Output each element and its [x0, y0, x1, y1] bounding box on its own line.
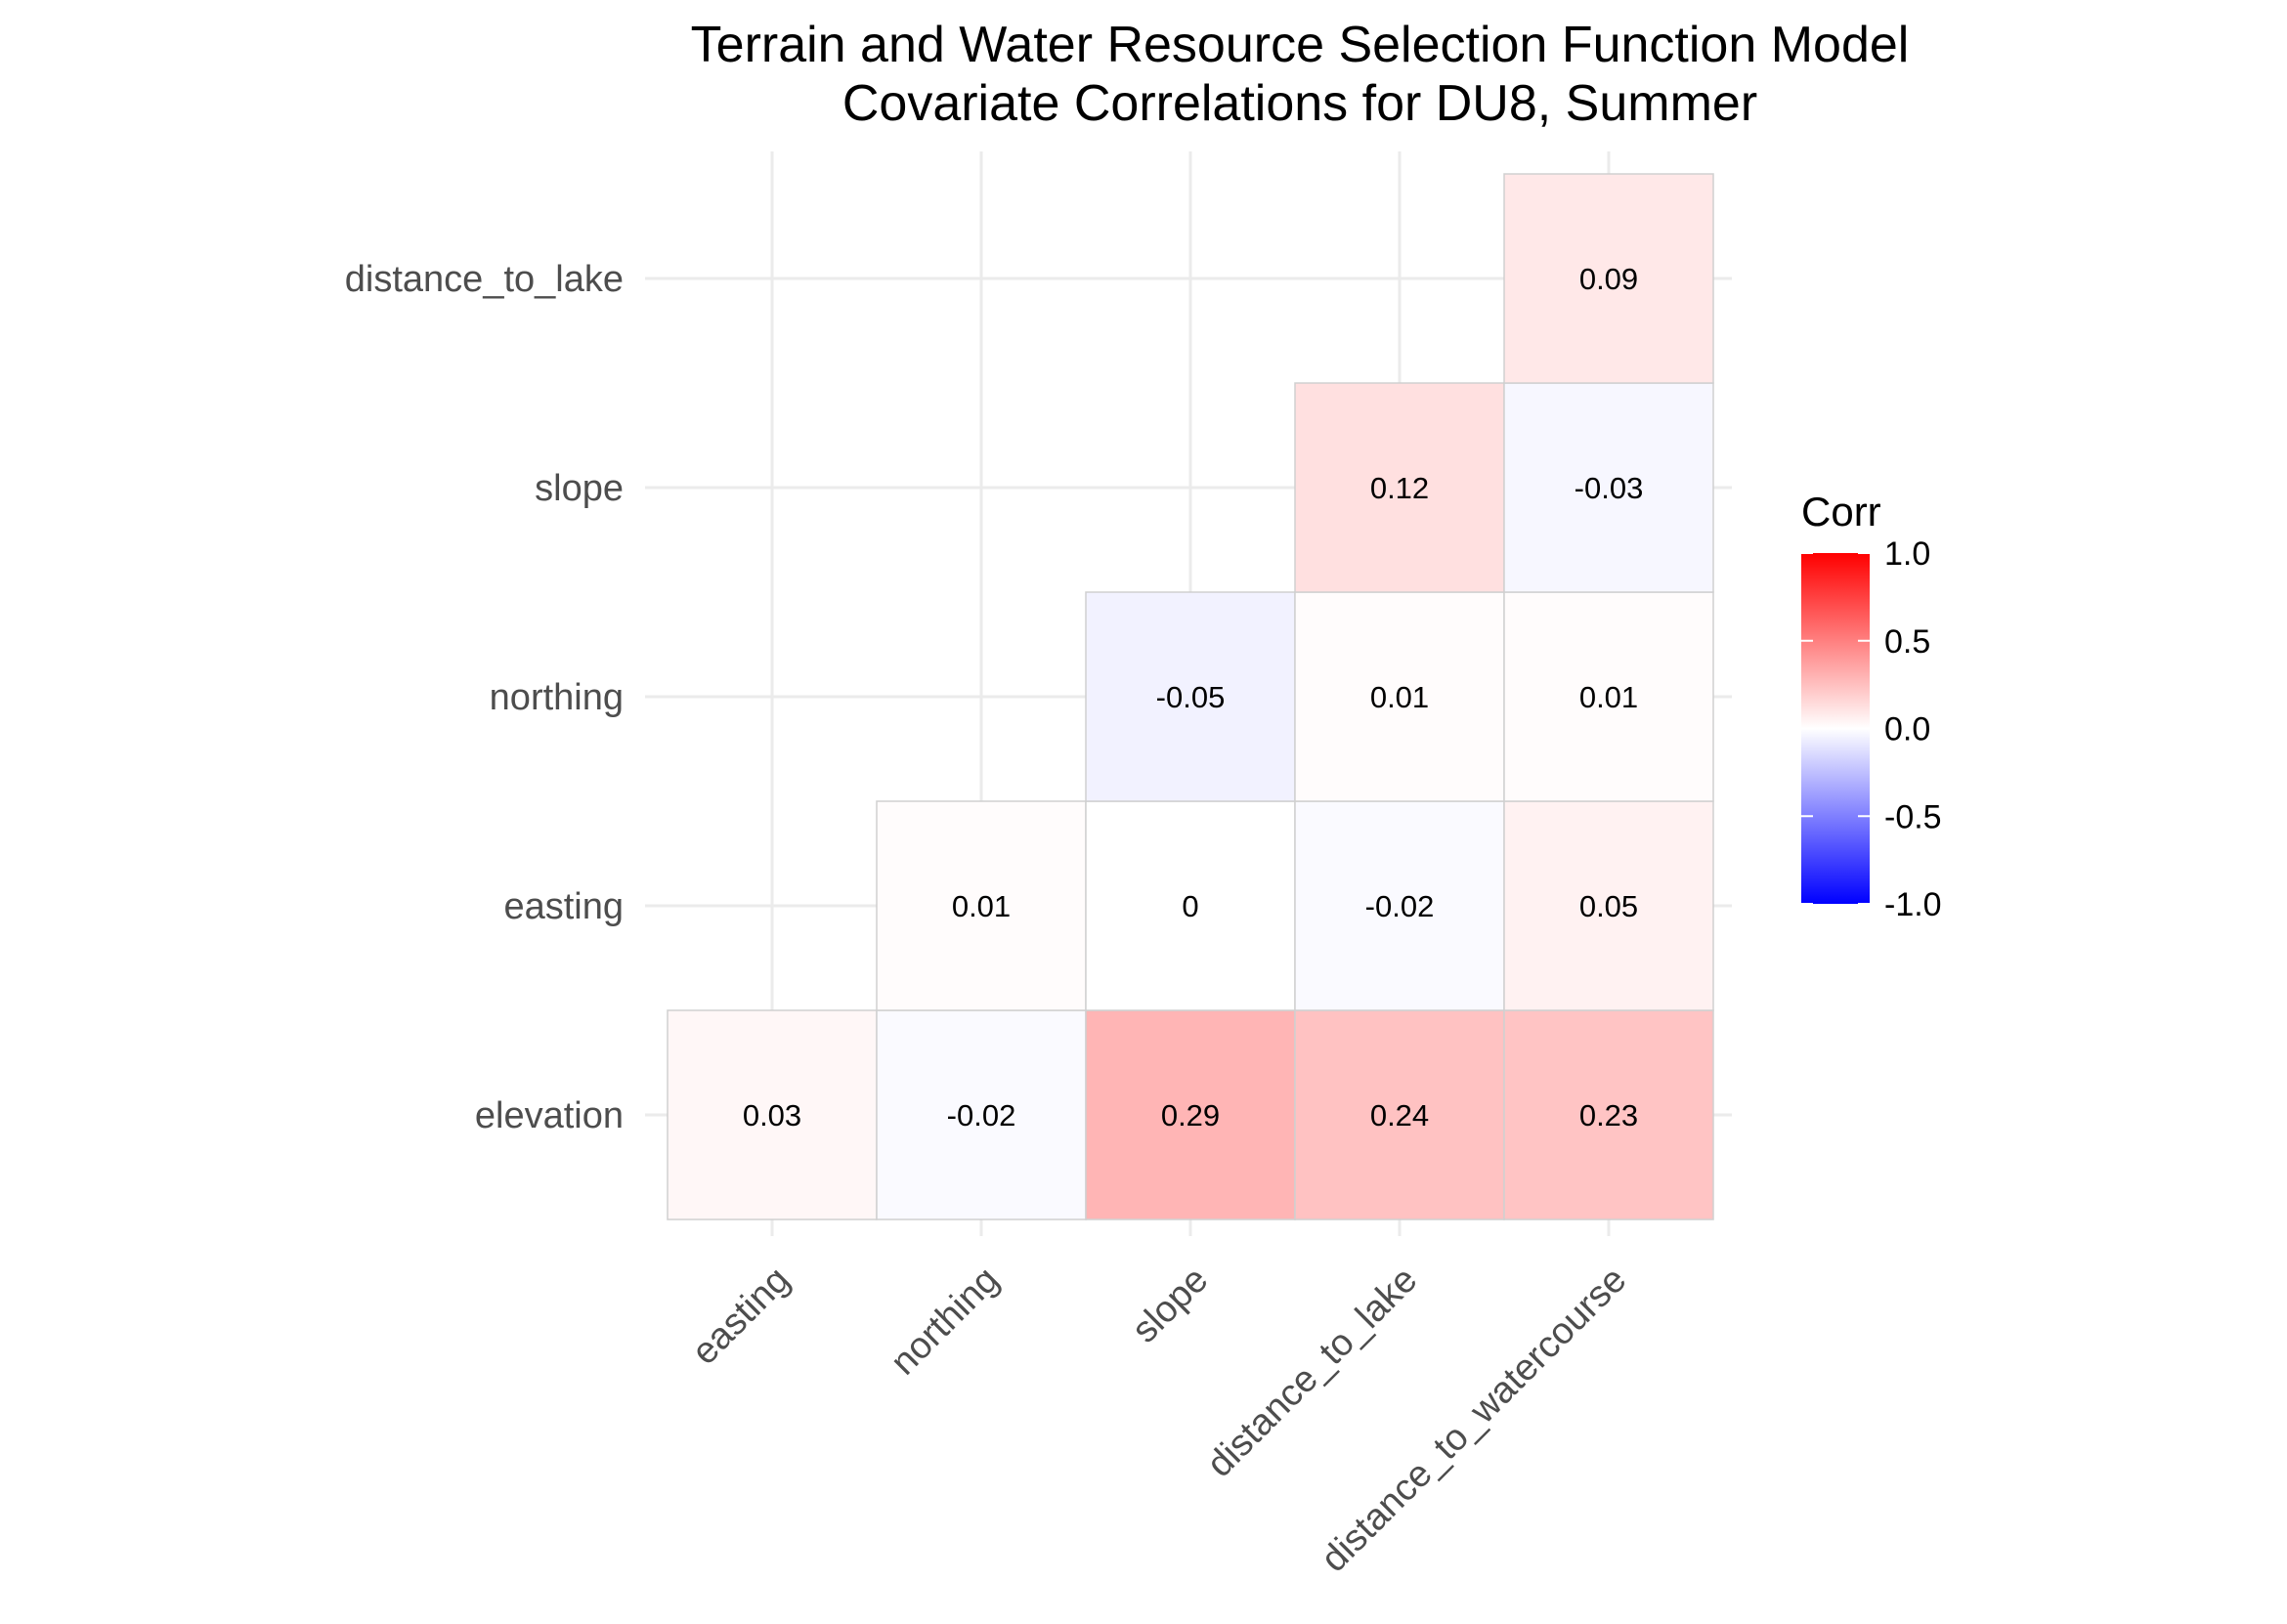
heatmap-cell	[1085, 1009, 1296, 1220]
cell-value-label: 0.29	[1161, 1098, 1220, 1133]
legend-tick-label: 0.5	[1884, 623, 1930, 661]
y-axis-tick-label: elevation	[475, 1095, 624, 1136]
heatmap-cell	[876, 1009, 1087, 1220]
chart-title: Terrain and Water Resource Selection Fun…	[691, 17, 1910, 73]
heatmap-cell	[876, 800, 1087, 1011]
heatmap-cell	[1503, 591, 1714, 802]
legend-tick-label: 1.0	[1884, 535, 1930, 573]
cell-value-label: -0.05	[1156, 680, 1226, 714]
y-axis-tick-label: slope	[535, 468, 624, 509]
heatmap-cell	[1085, 591, 1296, 802]
heatmap-cell	[1503, 173, 1714, 384]
color-legend: Corr 1.0 0.5 0.0 -0.5 -1.0	[1801, 489, 1942, 923]
heatmap-cell	[1294, 1009, 1505, 1220]
cell-value-label: 0.12	[1370, 471, 1429, 505]
heatmap-cell	[1503, 1009, 1714, 1220]
y-axis-tick-label: easting	[503, 886, 624, 927]
cell-value-label: 0	[1182, 889, 1198, 923]
cell-value-label: 0.01	[1579, 680, 1638, 714]
cell-value-label: 0.24	[1370, 1098, 1429, 1133]
heatmap-cell	[1294, 382, 1505, 593]
cell-value-label: -0.03	[1575, 471, 1644, 505]
chart-subtitle: Covariate Correlations for DU8, Summer	[842, 75, 1757, 132]
cell-value-label: 0.01	[1370, 680, 1429, 714]
legend-title: Corr	[1801, 489, 1881, 534]
cell-value-label: -0.02	[947, 1098, 1016, 1133]
heatmap-cell	[1503, 800, 1714, 1011]
legend-tick-label: -0.5	[1884, 798, 1942, 835]
heatmap-cell	[667, 1009, 878, 1220]
legend-tick-label: -1.0	[1884, 886, 1942, 923]
y-axis-tick-label: distance_to_lake	[345, 259, 624, 300]
cell-value-label: 0.23	[1579, 1098, 1638, 1133]
cell-value-label: 0.01	[952, 889, 1011, 923]
heatmap-cell	[1503, 382, 1714, 593]
cell-value-label: 0.05	[1579, 889, 1638, 923]
y-axis-tick-label: northing	[490, 677, 624, 718]
legend-tick-label: 0.0	[1884, 711, 1930, 748]
heatmap-cell	[1085, 800, 1296, 1011]
cell-value-label: 0.09	[1579, 262, 1638, 296]
cell-value-label: 0.03	[743, 1098, 801, 1133]
cell-value-label: -0.02	[1365, 889, 1435, 923]
